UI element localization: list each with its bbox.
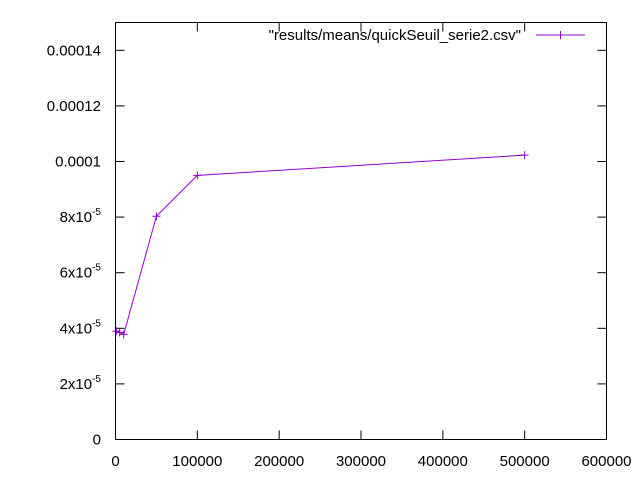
y-tick-mantissa: 0: [93, 432, 101, 449]
y-tick-label: 2x10-5: [60, 374, 102, 393]
y-tick-exponent: -5: [92, 318, 101, 329]
y-tick-label: 6x10-5: [60, 263, 102, 282]
y-tick-label: 0.00014: [47, 42, 101, 59]
series-layer: [112, 151, 529, 339]
y-tick-mantissa: 0.00012: [47, 98, 101, 115]
x-tick-label: 100000: [172, 453, 222, 470]
legend-label: "results/means/quickSeuil_serie2.csv": [269, 27, 521, 44]
y-tick-mantissa: 4x10: [60, 320, 93, 337]
x-tick-label: 600000: [581, 453, 631, 470]
x-tick-labels: 0 100000 200000 300000 400000 500000 600000: [111, 453, 631, 470]
y-tick-exponent: -5: [92, 263, 101, 274]
data-point-marker: [193, 171, 202, 180]
data-point-marker: [115, 328, 124, 337]
y-tick-mantissa: 0.00014: [47, 42, 101, 59]
data-point-marker: [520, 151, 529, 160]
y-tick-mantissa: 6x10: [60, 265, 93, 282]
y-tick-label: 8x10-5: [60, 207, 102, 226]
data-point-marker: [152, 212, 161, 221]
axis-ticks: [115, 22, 607, 440]
x-tick-label: 300000: [336, 453, 386, 470]
x-tick-label: 200000: [254, 453, 304, 470]
y-tick-exponent: -5: [92, 207, 101, 218]
x-tick-label: 500000: [500, 453, 550, 470]
y-tick-labels: 02x10-54x10-56x10-58x10-50.00010.000120.…: [47, 42, 102, 448]
y-tick-mantissa: 2x10: [60, 376, 93, 393]
legend-marker: [556, 31, 565, 39]
y-tick-label: 4x10-5: [60, 318, 102, 337]
series-line: [116, 154, 525, 336]
data-point-marker: [119, 330, 128, 339]
y-tick-label: 0: [93, 432, 101, 449]
y-tick-exponent: -5: [92, 374, 101, 385]
x-tick-label: 0: [111, 453, 119, 470]
plot-border: [115, 22, 607, 440]
data-point-marker: [112, 327, 121, 336]
y-tick-label: 0.0001: [55, 154, 101, 171]
y-tick-label: 0.00012: [47, 98, 101, 115]
x-tick-label: 400000: [418, 453, 468, 470]
y-tick-mantissa: 8x10: [60, 209, 93, 226]
y-tick-mantissa: 0.0001: [55, 154, 101, 171]
legend: "results/means/quickSeuil_serie2.csv": [269, 27, 585, 44]
